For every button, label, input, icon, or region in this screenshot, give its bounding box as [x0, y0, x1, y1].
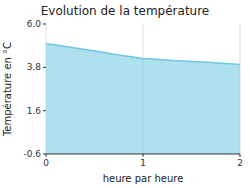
- x-tick-label: 1: [140, 158, 146, 168]
- y-tick-label: -0.6: [23, 149, 41, 159]
- line: [46, 44, 240, 65]
- x-axis-label: heure par heure: [103, 173, 184, 184]
- x-tick: [143, 154, 144, 157]
- y-tick: [43, 24, 46, 25]
- chart-svg: 0 1 2 -0.6 1.6 3.8 6.0 heure par heure Températu…: [0, 0, 250, 188]
- y-tick: [43, 67, 46, 68]
- grid: [46, 24, 240, 154]
- y-tick: [43, 110, 46, 111]
- y-tick-label: 1.6: [27, 106, 42, 116]
- y-axis-label: Température en °C: [2, 42, 13, 137]
- chart-container: 0 1 2 -0.6 1.6 3.8 6.0 heure par heure Températu…: [0, 0, 250, 188]
- title: Evolution de la température: [41, 4, 210, 18]
- axes: 0 1 2 -0.6 1.6 3.8 6.0: [23, 19, 242, 168]
- x-tick: [240, 154, 241, 157]
- x-tick-label: 2: [237, 158, 243, 168]
- area-fill: [46, 44, 240, 154]
- y-tick-label: 6.0: [27, 19, 42, 29]
- y-tick: [43, 154, 46, 155]
- data-group: [46, 44, 240, 154]
- x-tick-label: 0: [43, 158, 49, 168]
- y-tick-label: 3.8: [27, 62, 42, 72]
